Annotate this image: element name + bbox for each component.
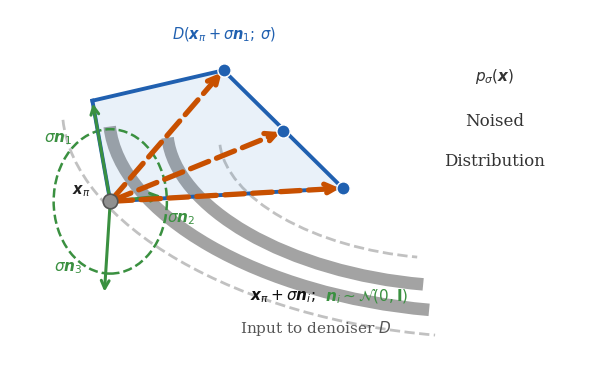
Point (219, 67, 228, 73)
Text: $D(\boldsymbol{x}_\pi + \sigma \boldsymbol{n}_1;\, \sigma)$: $D(\boldsymbol{x}_\pi + \sigma \boldsymb… (172, 25, 275, 44)
Text: $\sigma \boldsymbol{n}_1$: $\sigma \boldsymbol{n}_1$ (44, 131, 73, 147)
Text: $\boldsymbol{n}_i \sim \mathcal{N}(0, \mathbf{I})$: $\boldsymbol{n}_i \sim \mathcal{N}(0, \m… (325, 287, 408, 306)
Text: $\boldsymbol{x}_\pi + \sigma \boldsymbol{n}_i;$: $\boldsymbol{x}_\pi + \sigma \boldsymbol… (250, 288, 316, 305)
Text: $\boldsymbol{x}_\pi$: $\boldsymbol{x}_\pi$ (72, 183, 91, 199)
Text: $\sigma \boldsymbol{n}_3$: $\sigma \boldsymbol{n}_3$ (54, 260, 83, 276)
Text: Input to denoiser $D$: Input to denoiser $D$ (240, 319, 392, 338)
Point (338, 185, 347, 191)
Text: Distribution: Distribution (444, 153, 545, 170)
Point (278, 128, 288, 134)
Polygon shape (92, 70, 343, 201)
Point (105, 198, 115, 204)
Text: $p_\sigma(\boldsymbol{x})$: $p_\sigma(\boldsymbol{x})$ (475, 66, 514, 86)
Text: $\sigma \boldsymbol{n}_2$: $\sigma \boldsymbol{n}_2$ (167, 211, 195, 226)
Text: Noised: Noised (465, 113, 524, 130)
